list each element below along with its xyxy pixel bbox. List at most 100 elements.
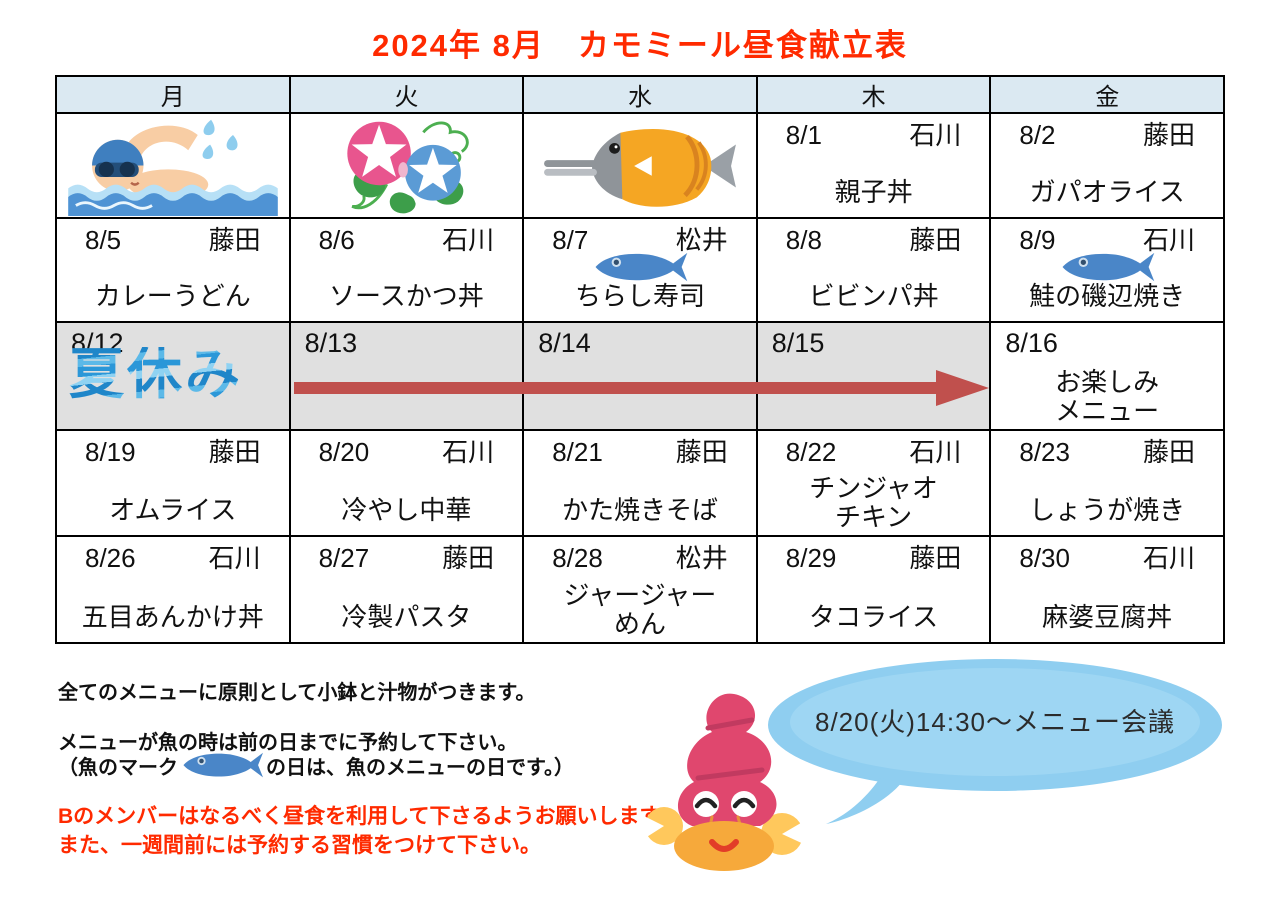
calendar-cell: 8/6 石川 ソースかつ丼 — [288, 217, 525, 323]
day-header-wed: 水 — [522, 75, 758, 114]
cell-date: 8/6 — [318, 225, 355, 255]
day-header-thu: 木 — [755, 75, 992, 114]
cell-menu: 冷製パスタ — [341, 601, 472, 632]
cell-date: 8/13 — [304, 328, 358, 358]
cell-staff: 藤田 — [909, 225, 962, 255]
cell-date: 8/16 — [1005, 328, 1058, 358]
calendar-cell: 8/7 松井 ちらし寿司 — [522, 217, 758, 323]
calendar-cell: 8/26 石川 五目あんかけ丼 — [55, 535, 291, 644]
cell-menu: ジャージャー めん — [563, 579, 717, 639]
cell-date: 8/2 — [1019, 120, 1056, 150]
cell-staff: 石川 — [442, 225, 495, 255]
cell-date: 8/29 — [785, 543, 837, 573]
cell-date: 8/27 — [318, 543, 370, 573]
calendar-cell: 8/5 藤田 カレーうどん — [55, 217, 291, 323]
cell-staff: 藤田 — [442, 543, 495, 573]
calendar-cell: 8/8 藤田 ビビンパ丼 — [755, 217, 992, 323]
cell-menu: ビビンパ丼 — [808, 280, 939, 311]
cell-staff: 石川 — [1142, 225, 1195, 255]
cell-date: 8/5 — [85, 225, 122, 255]
note-fish-mark-suffix: の日は、魚のメニューの日です。） — [266, 757, 574, 779]
note-side-dishes: 全てのメニューに原則として小鉢と汁物がつきます。 — [58, 682, 536, 704]
speech-bubble — [760, 650, 1230, 830]
calendar-cell: 8/29 藤田 タコライス — [755, 535, 992, 644]
day-header-tue: 火 — [288, 75, 525, 114]
fish-icon — [1060, 250, 1155, 292]
hermit-crab-illustration — [636, 688, 811, 873]
cell-staff: 石川 — [442, 437, 495, 467]
cell-menu: 五目あんかけ丼 — [81, 601, 264, 632]
calendar-cell — [55, 112, 291, 219]
calendar-cell: 8/2 藤田 ガパオライス — [989, 112, 1225, 219]
calendar-cell — [522, 112, 758, 219]
calendar-cell: 8/22 石川 チンジャオ チキン — [755, 429, 992, 537]
cell-date: 8/14 — [538, 328, 591, 358]
calendar-cell — [288, 112, 525, 219]
calendar-cell: 8/28 松井 ジャージャー めん — [522, 535, 758, 644]
morning-glory-illustration — [291, 114, 523, 217]
cell-date: 8/30 — [1019, 543, 1070, 573]
calendar-cell: 8/27 藤田 冷製パスタ — [288, 535, 525, 644]
calendar-cell: 8/21 藤田 かた焼きそば — [522, 429, 758, 537]
table-row: 8/26 石川 五目あんかけ丼 8/27 藤田 冷製パスタ 8/28 松井 ジャージャ… — [55, 535, 1225, 644]
cell-date: 8/12 — [71, 328, 124, 358]
cell-date: 8/1 — [785, 120, 822, 150]
calendar-cell: 8/19 藤田 オムライス — [55, 429, 291, 537]
table-row: 8/1 石川 親子丼 8/2 藤田 ガパオライス — [55, 112, 1225, 219]
note-fish-mark-prefix: （魚のマーク — [58, 757, 178, 779]
calendar-cell: 8/14 — [522, 321, 758, 431]
cell-date: 8/8 — [785, 225, 822, 255]
tropical-fish-illustration — [524, 114, 756, 217]
cell-menu: しょうが焼き — [1029, 494, 1186, 525]
day-header-mon: 月 — [55, 75, 291, 114]
calendar-cell: 8/9 石川 鮭の磯辺焼き — [989, 217, 1225, 323]
cell-menu: ソースかつ丼 — [329, 280, 484, 311]
cell-menu: カレーうどん — [94, 280, 251, 311]
cell-date: 8/28 — [552, 543, 603, 573]
calendar-cell: 8/1 石川 親子丼 — [755, 112, 992, 219]
cell-staff: 藤田 — [208, 225, 261, 255]
note-fish-mark: （魚のマーク の日は、魚のメニューの日です。） — [58, 750, 574, 781]
weekday-header-row: 月 火 水 木 金 — [55, 75, 1225, 114]
calendar-cell: 8/16 お楽しみ メニュー — [989, 321, 1225, 431]
cell-staff: 石川 — [208, 543, 261, 573]
cell-staff: 藤田 — [208, 437, 261, 467]
cell-menu: オムライス — [109, 494, 237, 525]
warning-reserve-week-ahead: また、一週間前には予約する習慣をつけて下さい。 — [58, 834, 541, 857]
cell-date: 8/15 — [771, 328, 825, 358]
cell-date: 8/19 — [85, 437, 136, 467]
cell-date: 8/9 — [1019, 225, 1056, 255]
page-title: 2024年 8月 カモミール昼食献立表 — [372, 28, 908, 63]
cell-menu: ちらし寿司 — [574, 280, 705, 311]
cell-menu: お楽しみ メニュー — [1055, 366, 1160, 426]
note-fish-reservation: メニューが魚の時は前の日までに予約して下さい。 — [58, 732, 518, 754]
cell-menu: 鮭の磯辺焼き — [1029, 280, 1186, 311]
cell-staff: 藤田 — [675, 437, 728, 467]
cell-date: 8/7 — [552, 225, 589, 255]
cell-date: 8/26 — [85, 543, 136, 573]
table-row: 8/5 藤田 カレーうどん 8/6 石川 ソースかつ丼 8/7 松井 ちらし寿司 — [55, 217, 1225, 323]
calendar-cell-summer-break: 8/12 夏休み — [55, 321, 291, 431]
summer-break-label: 夏休み — [69, 343, 244, 405]
cell-menu: ガパオライス — [1029, 176, 1185, 207]
cell-staff: 松井 — [675, 225, 728, 255]
cell-staff: 藤田 — [1142, 437, 1195, 467]
day-header-fri: 金 — [989, 75, 1225, 114]
cell-menu: かた焼きそば — [561, 494, 718, 525]
cell-staff: 石川 — [909, 120, 962, 150]
lunch-menu-calendar: 月 火 水 木 金 — [55, 75, 1225, 644]
calendar-cell: 8/23 藤田 しょうが焼き — [989, 429, 1225, 537]
fish-icon — [592, 250, 688, 292]
cell-staff: 藤田 — [1142, 120, 1195, 150]
cell-menu: タコライス — [808, 601, 939, 632]
cell-date: 8/22 — [785, 437, 837, 467]
calendar-cell: 8/30 石川 麻婆豆腐丼 — [989, 535, 1225, 644]
warning-use-lunch: Bのメンバーはなるべく昼食を利用して下さるようお願いします。 — [58, 805, 680, 828]
cell-staff: 藤田 — [909, 543, 962, 573]
cell-menu: 冷やし中華 — [341, 494, 472, 525]
calendar-cell: 8/13 — [288, 321, 525, 431]
cell-menu: チンジャオ チキン — [809, 472, 938, 532]
cell-menu: 親子丼 — [834, 176, 913, 207]
cell-staff: 松井 — [675, 543, 728, 573]
cell-staff: 石川 — [1142, 543, 1195, 573]
